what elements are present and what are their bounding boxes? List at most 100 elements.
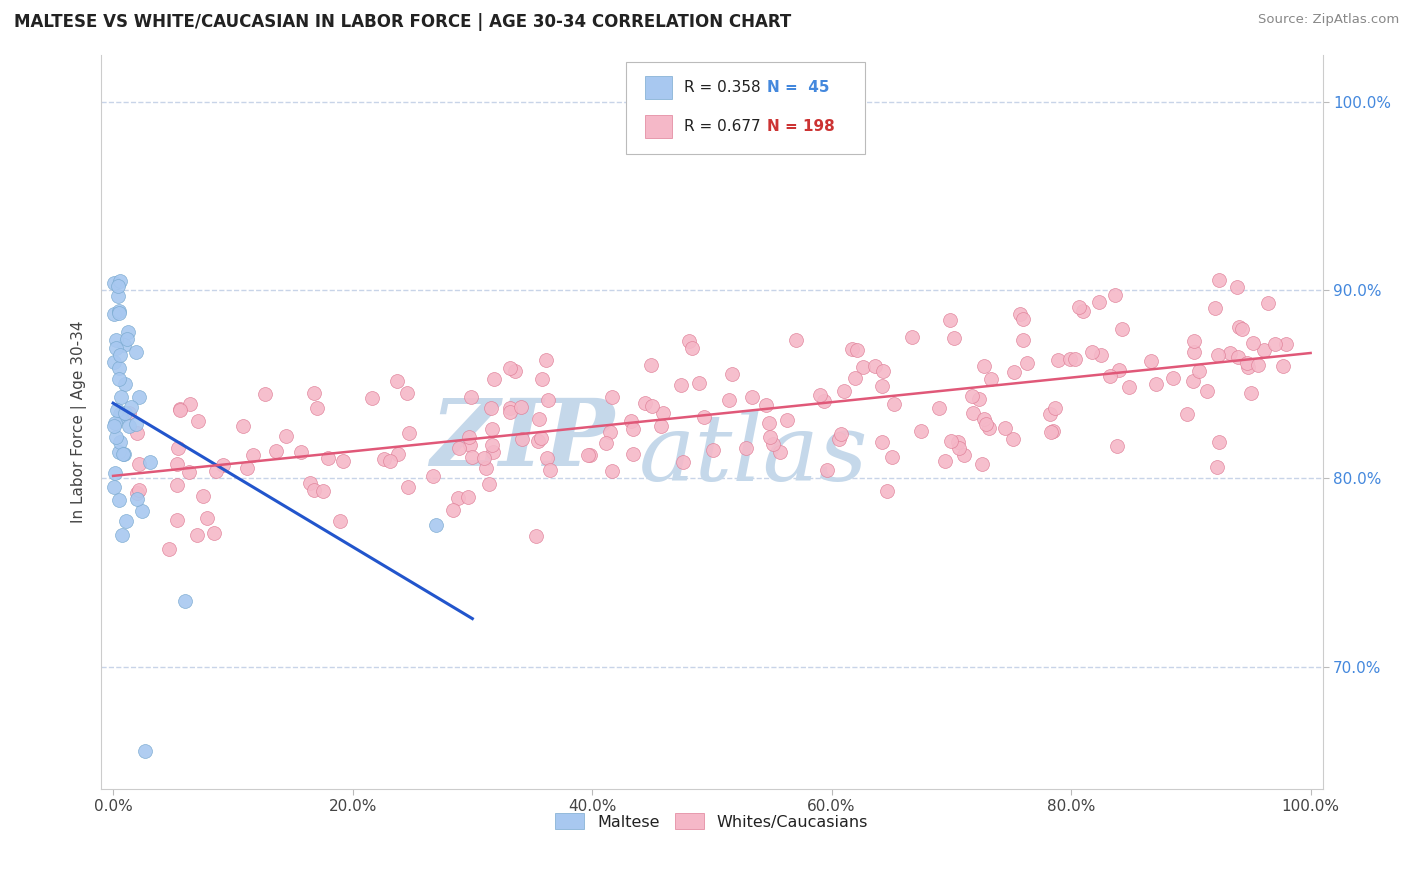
Point <box>117 333 139 347</box>
Point <box>134 744 156 758</box>
Point <box>503 364 526 378</box>
Point <box>841 342 863 356</box>
Point <box>1182 334 1205 349</box>
Point <box>361 391 384 405</box>
Point <box>114 377 136 392</box>
Point <box>1046 352 1069 367</box>
Point <box>641 399 664 413</box>
Point <box>1264 337 1286 351</box>
Point <box>1230 322 1253 336</box>
Point <box>108 306 131 320</box>
Point <box>387 447 409 461</box>
Point <box>422 469 444 483</box>
Point <box>640 358 662 372</box>
Point <box>977 421 1000 435</box>
Point <box>1175 407 1198 421</box>
Point <box>108 274 131 288</box>
Point <box>166 458 188 472</box>
Point <box>499 405 522 419</box>
Point <box>621 422 644 436</box>
Point <box>1108 363 1130 377</box>
Point <box>962 406 984 420</box>
Point <box>316 450 339 465</box>
Point <box>1043 401 1066 415</box>
Point <box>901 330 924 344</box>
Point <box>534 353 557 368</box>
Point <box>1253 343 1275 357</box>
Point <box>758 417 780 431</box>
Point <box>103 307 125 321</box>
Point <box>114 406 136 420</box>
Point <box>105 333 128 347</box>
Point <box>479 401 502 416</box>
Point <box>305 401 328 416</box>
Text: N = 198: N = 198 <box>766 119 835 134</box>
Point <box>827 432 849 446</box>
Y-axis label: In Labor Force | Age 30-34: In Labor Force | Age 30-34 <box>72 321 87 524</box>
Point <box>741 390 763 404</box>
Point <box>108 348 131 362</box>
Point <box>108 434 131 449</box>
Point <box>870 434 893 449</box>
Point <box>830 426 852 441</box>
FancyBboxPatch shape <box>645 76 672 99</box>
Point <box>128 483 150 497</box>
Point <box>108 372 131 386</box>
Point <box>815 463 838 477</box>
Point <box>980 372 1002 386</box>
Point <box>681 341 703 355</box>
Point <box>755 398 778 412</box>
Point <box>759 430 782 444</box>
Point <box>103 277 125 291</box>
Point <box>1227 350 1250 364</box>
Point <box>138 455 160 469</box>
Point <box>735 441 758 455</box>
Point <box>973 412 995 426</box>
Text: atlas: atlas <box>638 410 868 500</box>
Point <box>1002 365 1025 379</box>
Point <box>1237 360 1260 375</box>
Point <box>186 528 208 542</box>
Point <box>481 422 503 436</box>
Point <box>939 313 962 327</box>
Point <box>115 514 138 528</box>
Point <box>396 481 419 495</box>
Point <box>702 442 724 457</box>
Point <box>948 441 970 455</box>
Point <box>1118 380 1140 394</box>
Point <box>1012 311 1035 326</box>
Point <box>264 444 287 458</box>
Point <box>776 413 799 427</box>
Point <box>1104 287 1126 301</box>
Point <box>253 387 276 401</box>
Point <box>1227 320 1250 334</box>
Point <box>1236 356 1258 370</box>
Point <box>527 434 550 449</box>
Point <box>128 390 150 404</box>
Point <box>1039 425 1062 439</box>
Point <box>1008 307 1031 321</box>
Point <box>1144 376 1167 391</box>
Point <box>169 402 191 417</box>
Point <box>536 451 558 466</box>
Point <box>650 419 672 434</box>
Point <box>1067 300 1090 314</box>
Point <box>195 510 218 524</box>
Point <box>1059 351 1081 366</box>
Point <box>785 333 807 347</box>
Point <box>832 384 855 398</box>
Point <box>187 414 209 428</box>
Point <box>530 431 553 445</box>
Point <box>460 390 482 404</box>
Point <box>373 452 395 467</box>
Point <box>852 359 875 374</box>
Point <box>1063 351 1085 366</box>
Point <box>112 446 135 460</box>
Point <box>107 289 129 303</box>
Point <box>976 417 998 431</box>
Point <box>103 480 125 494</box>
Point <box>943 330 966 344</box>
Point <box>692 410 714 425</box>
Point <box>174 593 197 607</box>
Point <box>104 416 127 430</box>
